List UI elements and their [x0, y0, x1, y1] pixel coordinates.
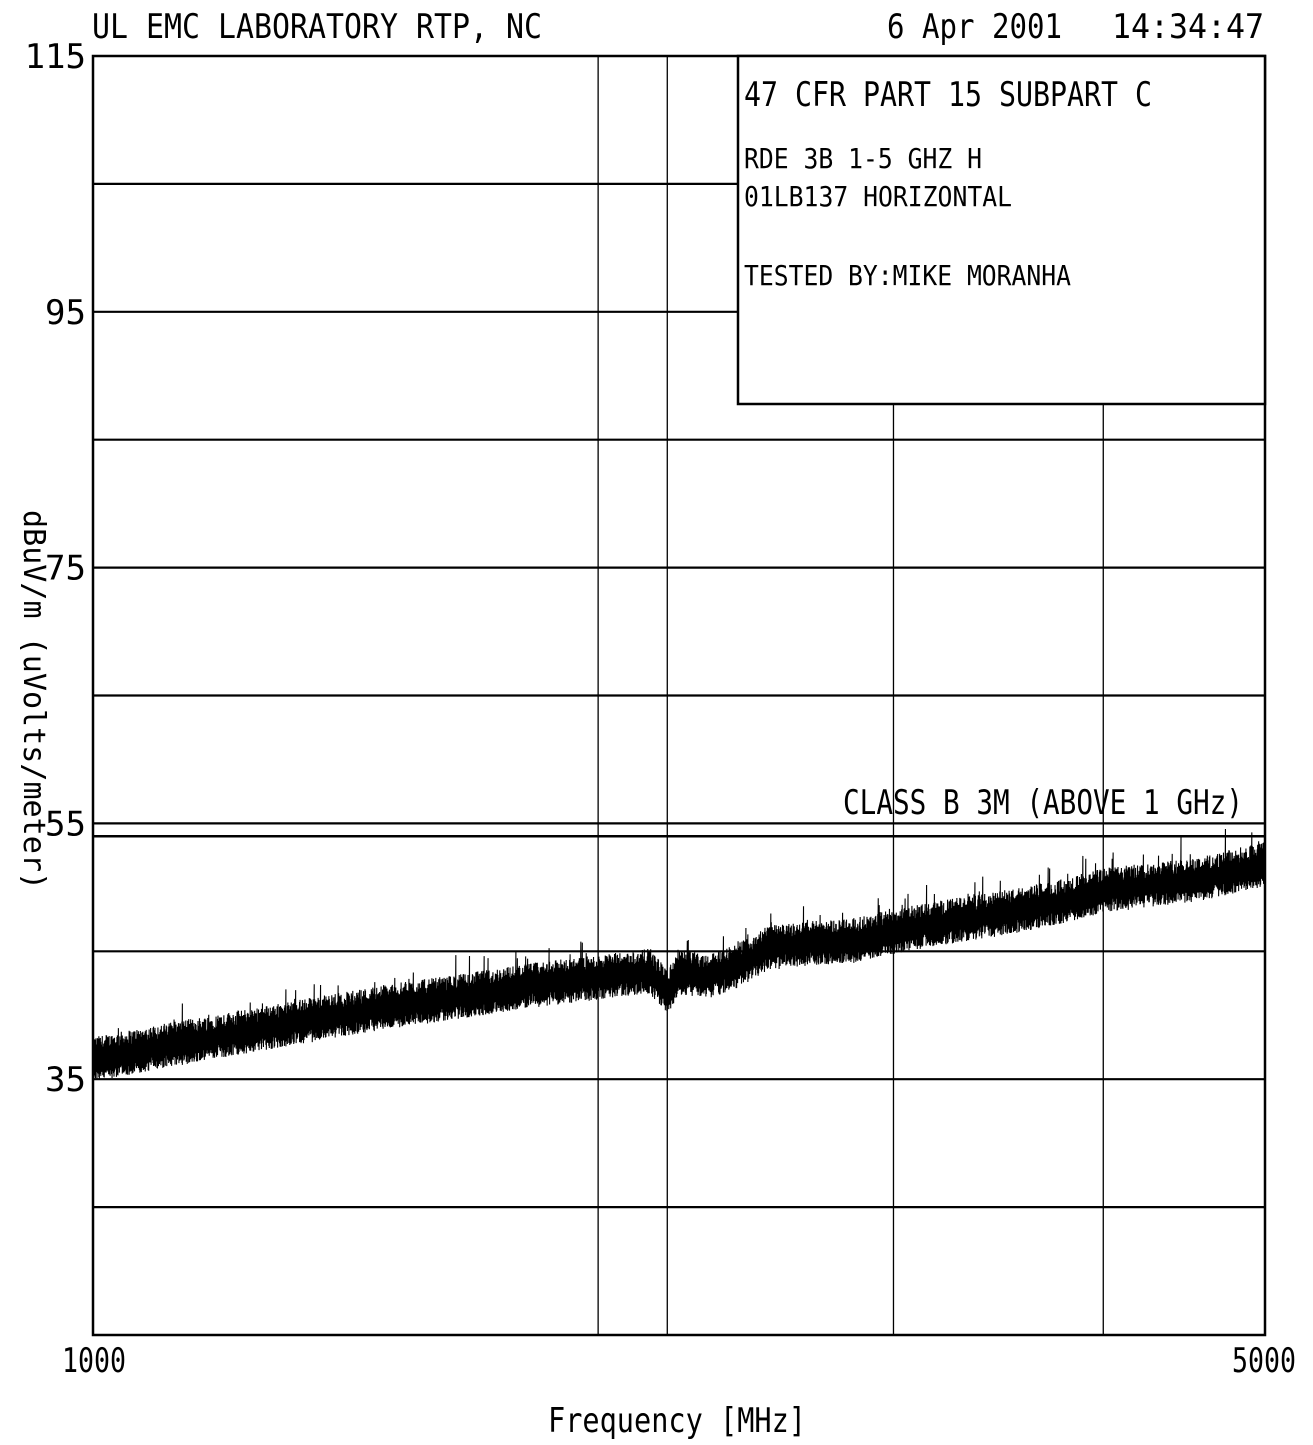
y-tick-label-2: 75	[45, 549, 86, 589]
y-tick-label-1: 95	[45, 293, 86, 333]
x-axis-label: Frequency [MHz]	[548, 1401, 806, 1441]
x-tick-label-max: 5000	[1232, 1341, 1296, 1381]
header-time: 14:34:47	[1112, 7, 1264, 47]
emission-trace	[92, 828, 1266, 1080]
y-tick-label-4: 35	[45, 1060, 86, 1100]
x-tick-label-min: 1000	[62, 1341, 126, 1381]
header-lab: UL EMC LABORATORY RTP, NC	[92, 7, 542, 47]
limit-line-label: CLASS B 3M (ABOVE 1 GHz)	[843, 783, 1243, 823]
limit-line-group: CLASS B 3M (ABOVE 1 GHz)	[93, 783, 1265, 838]
y-axis-label: dBuV/m (uVolts/meter)	[16, 510, 51, 890]
info-box-frame	[736, 54, 1267, 406]
info-line-4: TESTED BY:MIKE MORANHA	[744, 259, 1071, 292]
info-line-1: 47 CFR PART 15 SUBPART C	[744, 75, 1152, 115]
header-date: 6 Apr 2001	[887, 7, 1062, 47]
info-box: 47 CFR PART 15 SUBPART C RDE 3B 1-5 GHZ …	[736, 54, 1267, 406]
horizontal-gridlines	[93, 182, 1265, 1209]
y-tick-label-3: 55	[45, 804, 86, 844]
emission-trace-group	[92, 828, 1266, 1080]
info-line-3: 01LB137 HORIZONTAL	[744, 180, 1012, 213]
plot-frame	[91, 54, 1267, 1337]
info-line-2: RDE 3B 1-5 GHZ H	[744, 142, 982, 175]
y-tick-label-0: 115	[25, 37, 86, 77]
y-tick-labels: 115 95 75 55 35	[25, 37, 86, 1100]
